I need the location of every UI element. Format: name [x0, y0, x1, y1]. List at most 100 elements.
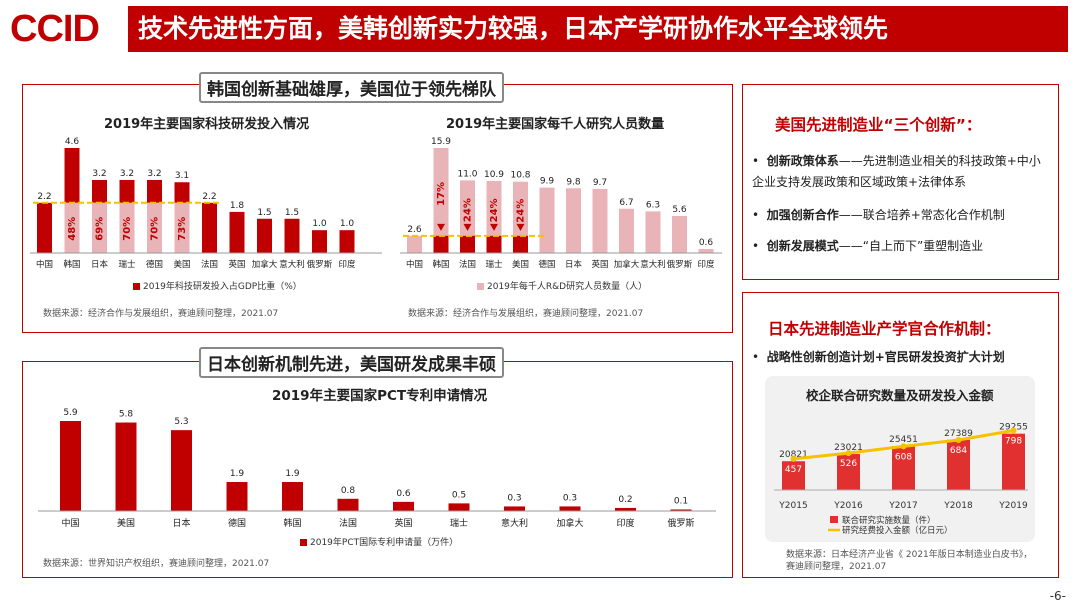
chart2-category-label: 法国	[459, 259, 476, 270]
chart1-bar	[147, 179, 162, 203]
page-title: 技术先进性方面，美韩创新实力较强，日本产学研协作水平全球领先	[138, 14, 889, 43]
chart3-category-label: 德国	[228, 517, 246, 529]
chart1-value-label: 1.5	[257, 208, 271, 218]
chart2-category-label: 韩国	[432, 259, 449, 270]
chart4-bar-label: 25451	[889, 435, 918, 445]
chart3-bar	[670, 509, 692, 511]
chart1-bar-share	[174, 202, 190, 253]
chart4-bar	[837, 454, 860, 490]
chart4-line-label: 457	[785, 465, 802, 475]
chart2-share-label: 17%	[436, 182, 447, 206]
chart3-bar	[448, 503, 470, 511]
chart2-value-label: 9.7	[593, 178, 607, 188]
chart4-legend-bar: 联合研究实施数量（件）	[842, 515, 936, 526]
chart2-category-label: 英国	[591, 259, 608, 270]
chart1-bar	[229, 211, 245, 253]
chart1-bar	[339, 230, 355, 253]
page-number: -6-	[1049, 589, 1066, 603]
chart2-value-label: 6.7	[619, 198, 633, 208]
chart4-category-label: Y2019	[998, 501, 1028, 511]
chart3-category-label: 俄罗斯	[667, 517, 694, 529]
chart2-category-label: 日本	[565, 259, 583, 270]
chart1-legend-label: 2019年科技研发投入占GDP比重（%）	[143, 282, 302, 292]
chart2-down-arrow-icon	[463, 223, 472, 231]
chart1-value-label: 1.8	[230, 201, 245, 211]
chart1-category-label: 德国	[146, 259, 163, 270]
us-item-1-text: ——先进制造业相关的科技政策+中小企业支持发展政策和区域政策+法律体系	[752, 154, 1041, 189]
chart2-bar	[645, 211, 661, 253]
chart3-category-label: 加拿大	[556, 517, 583, 529]
chart4-line-point	[900, 443, 907, 450]
chart3-value-label: 1.9	[230, 469, 245, 479]
chart2-value-label: 10.9	[484, 170, 504, 180]
chart1-value-label: 3.1	[175, 171, 189, 181]
chart3-value-label: 5.9	[63, 408, 78, 418]
chart4-category-label: Y2016	[833, 501, 863, 511]
us-item-1: • 创新政策体系——先进制造业相关的科技政策+中小企业支持发展政策和区域政策+法…	[752, 154, 1041, 189]
chart3-category-label: 印度	[616, 517, 634, 529]
chart3-category-label: 美国	[117, 517, 135, 529]
chart3-bar	[282, 482, 303, 511]
chart4-legend-line: 研究经费投入金额（亿日元）	[842, 525, 953, 536]
chart2-value-label: 9.9	[540, 177, 555, 187]
chart2-category-label: 印度	[697, 259, 715, 270]
section1-tag: 韩国创新基础雄厚，美国位于领先梯队	[199, 72, 504, 103]
chart1-value-label: 4.6	[65, 137, 80, 147]
chart1-legend: 2019年科技研发投入占GDP比重（%）	[133, 279, 302, 292]
chart2-down-arrow-icon	[516, 223, 525, 231]
chart3-bar	[115, 422, 137, 511]
chart2-bar	[433, 148, 449, 253]
chart3-source: 数据来源：世界知识产权组织，赛迪顾问整理，2021.07	[43, 559, 270, 569]
chart4-title: 校企联合研究数量及研发投入金额	[806, 388, 994, 403]
chart3-legend: 2019年PCT国际专利申请量（万件）	[300, 535, 458, 548]
chart1-share-label: 70%	[150, 217, 161, 241]
chart1-value-label: 3.2	[92, 169, 106, 179]
chart4-line-point	[790, 455, 797, 462]
chart4-category-label: Y2017	[888, 501, 917, 511]
chart1-category-label: 美国	[173, 259, 190, 270]
chart2-value-label: 0.6	[699, 238, 714, 248]
chart1-bar-share	[147, 202, 162, 253]
chart2-value-label: 10.8	[510, 171, 530, 181]
chart3-category-label: 意大利	[501, 517, 528, 529]
chart1-bar	[37, 202, 52, 253]
chart1-share-label: 48%	[67, 217, 78, 241]
chart2-legend-label: 2019年每千人R&D研究人员数量（人）	[487, 282, 648, 292]
chart4-legend-swatch-bar	[830, 516, 838, 523]
chart3-category-label: 瑞士	[450, 517, 468, 529]
chart3-category-label: 韩国	[283, 517, 301, 529]
chart1-bar	[312, 230, 327, 253]
us-item-3-text: ——“自上而下”重塑制造业	[838, 239, 984, 253]
chart3-bar	[393, 501, 414, 511]
chart3-category-label: 日本	[172, 517, 190, 529]
chart4-line-point	[1010, 427, 1017, 434]
us-item-2-bold: 加强创新合作	[766, 208, 839, 222]
chart2-value-label: 6.3	[646, 200, 660, 210]
chart1-value-label: 3.2	[120, 169, 134, 179]
chart1-bar-share	[119, 202, 135, 253]
japan-item-1: • 战略性创新创造计划+官民研发投资扩大计划	[752, 350, 1005, 364]
chart1-bar-share	[92, 202, 107, 253]
chart4-source: 数据来源：日本经济产业省《 2021年版日本制造业白皮书》，赛迪顾问整理，202…	[786, 550, 1033, 572]
us-item-1-bold: 创新政策体系	[766, 154, 839, 168]
chart2-bar	[407, 235, 422, 253]
chart2-legend: 2019年每千人R&D研究人员数量（人）	[477, 279, 647, 292]
chart3-legend-label: 2019年PCT国际专利申请量（万件）	[310, 538, 459, 548]
chart4-bar	[1002, 433, 1025, 490]
chart4-category-label: Y2018	[943, 501, 973, 511]
chart1-category-label: 俄罗斯	[307, 259, 333, 270]
chart1-category-label: 英国	[228, 259, 245, 270]
chart4-line-label: 608	[895, 452, 912, 462]
japan-panel	[742, 292, 1059, 578]
chart2-bar	[566, 188, 581, 253]
chart2-title: 2019年主要国家每千人研究人员数量	[446, 117, 665, 132]
chart2-category-label: 美国	[512, 259, 529, 270]
chart1-bar	[92, 179, 107, 203]
chart1-svg: 2.2 中国 48% 4.6 韩国 69% 3.2 日本 70% 3.2 瑞士 70% 3.2 德国 73%…	[30, 137, 382, 270]
chart1-source: 数据来源：经济合作与发展组织，赛迪顾问整理，2021.07	[43, 309, 279, 319]
chart3-bar	[615, 507, 636, 511]
chart1-bar	[64, 148, 80, 203]
chart3-category-label: 英国	[394, 517, 412, 529]
chart2-value-label: 5.6	[672, 205, 687, 215]
chart3-category-label: 法国	[339, 517, 357, 529]
